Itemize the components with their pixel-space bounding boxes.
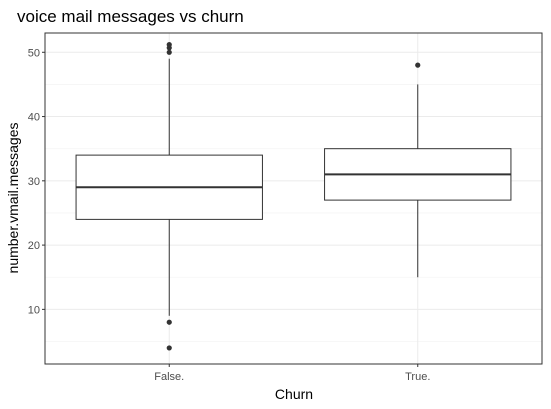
y-axis-title: number.vmail.messages — [5, 123, 21, 274]
boxplot-series — [75, 41, 512, 351]
outlier-point — [166, 345, 172, 351]
boxplot-false — [75, 41, 263, 351]
outlier-point — [166, 49, 172, 55]
chart-title: voice mail messages vs churn — [17, 7, 244, 26]
y-axis: 10 20 30 40 50 — [28, 47, 45, 316]
x-tick-label: False. — [154, 371, 184, 383]
x-tick-label: True. — [405, 371, 430, 383]
y-tick-label: 30 — [28, 176, 40, 188]
x-axis: False. True. — [154, 364, 430, 383]
y-tick-label: 40 — [28, 112, 40, 124]
outlier-point — [166, 319, 172, 325]
outlier-point — [415, 62, 421, 68]
y-tick-label: 50 — [28, 47, 40, 59]
boxplot-true — [324, 62, 512, 278]
plot-panel — [44, 32, 543, 365]
y-tick-label: 20 — [28, 240, 40, 252]
x-axis-title: Churn — [275, 386, 313, 402]
y-tick-label: 10 — [28, 304, 40, 316]
outlier-point — [166, 41, 172, 48]
